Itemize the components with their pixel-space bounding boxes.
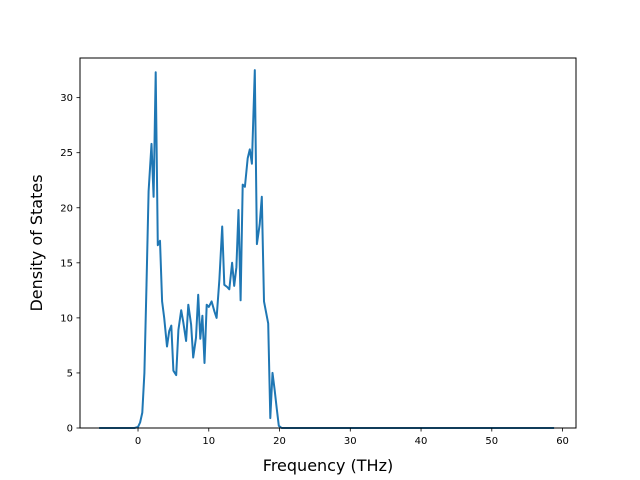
y-tick-label: 20	[60, 203, 73, 214]
x-axis-label: Frequency (THz)	[263, 456, 393, 475]
x-tick-label: 50	[485, 436, 498, 447]
axes-frame	[79, 57, 577, 429]
y-tick-label: 30	[60, 93, 73, 104]
y-tick-label: 15	[60, 258, 73, 269]
axis-ticks: 0 10 20 30 40 50 60 0 5 10 15 20 25 30	[60, 93, 569, 447]
x-tick-label: 0	[135, 436, 141, 447]
y-tick-label: 0	[67, 424, 73, 435]
plot-area	[99, 69, 555, 429]
x-tick-label: 10	[202, 436, 215, 447]
y-tick-label: 10	[60, 313, 73, 324]
x-tick-label: 30	[344, 436, 357, 447]
dos-series-line	[99, 69, 555, 429]
x-tick-label: 40	[415, 436, 428, 447]
y-tick-label: 5	[67, 368, 73, 379]
y-axis-label: Density of States	[27, 174, 46, 311]
y-tick-label: 25	[60, 148, 73, 159]
x-tick-label: 20	[273, 436, 286, 447]
x-tick-label: 60	[556, 436, 569, 447]
